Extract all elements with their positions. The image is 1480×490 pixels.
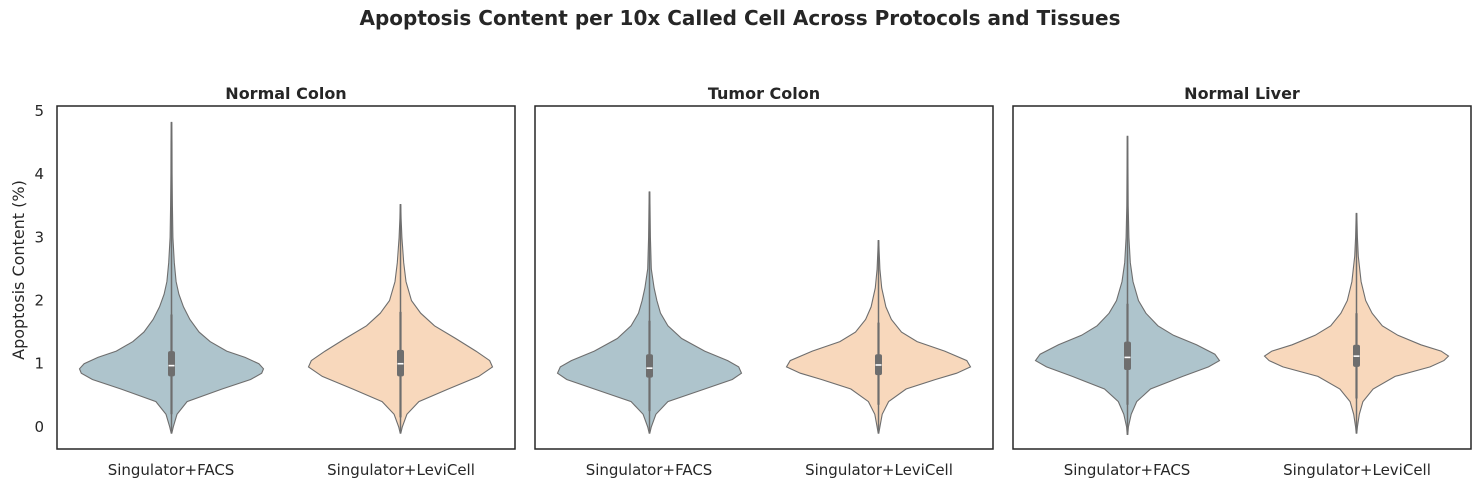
panel-title-normal-liver: Normal Liver	[1184, 84, 1300, 103]
panel-tumor-colon: Tumor Colon Singulator+FACS Singulator+L…	[534, 84, 994, 479]
x-tick-label: Singulator+LeviCell	[1283, 461, 1431, 479]
x-tick-label: Singulator+LeviCell	[805, 461, 953, 479]
plot-frame	[1012, 105, 1472, 450]
y-tick-label: 1	[34, 355, 44, 373]
plot-frame	[534, 105, 994, 450]
x-tick-label: Singulator+FACS	[1064, 461, 1191, 479]
y-axis-label: Apoptosis Content (%)	[9, 180, 28, 360]
x-tick-label: Singulator+FACS	[108, 461, 235, 479]
panel-title-tumor-colon: Tumor Colon	[708, 84, 820, 103]
x-tick-label: Singulator+FACS	[586, 461, 713, 479]
y-tick-label: 2	[34, 292, 44, 310]
violin-iqr-box	[1124, 341, 1131, 371]
violins-normal-colon	[78, 121, 494, 434]
y-tick-label: 0	[34, 418, 44, 436]
figure-title: Apoptosis Content per 10x Called Cell Ac…	[360, 6, 1121, 30]
y-ticks: 0 1 2 3 4 5	[34, 102, 44, 436]
violin-iqr-box	[646, 354, 653, 378]
panel-normal-liver: Normal Liver Singulator+FACS Singulator+…	[1012, 84, 1472, 479]
x-tick-label: Singulator+LeviCell	[327, 461, 475, 479]
y-tick-label: 4	[34, 165, 44, 183]
y-tick-label: 3	[34, 228, 44, 246]
plot-frame	[56, 105, 516, 450]
violins-tumor-colon	[556, 191, 972, 434]
violin-iqr-box	[168, 351, 175, 377]
panel-normal-colon: Normal Colon 0 1 2 3 4 5 Singulator+FACS Sing…	[34, 84, 516, 479]
panel-title-normal-colon: Normal Colon	[225, 84, 346, 103]
y-tick-label: 5	[34, 102, 44, 120]
violins-normal-liver	[1034, 135, 1450, 436]
